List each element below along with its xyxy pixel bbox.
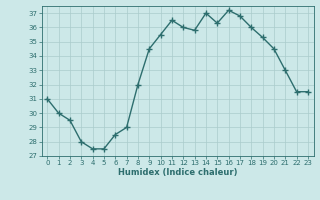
X-axis label: Humidex (Indice chaleur): Humidex (Indice chaleur) bbox=[118, 168, 237, 177]
